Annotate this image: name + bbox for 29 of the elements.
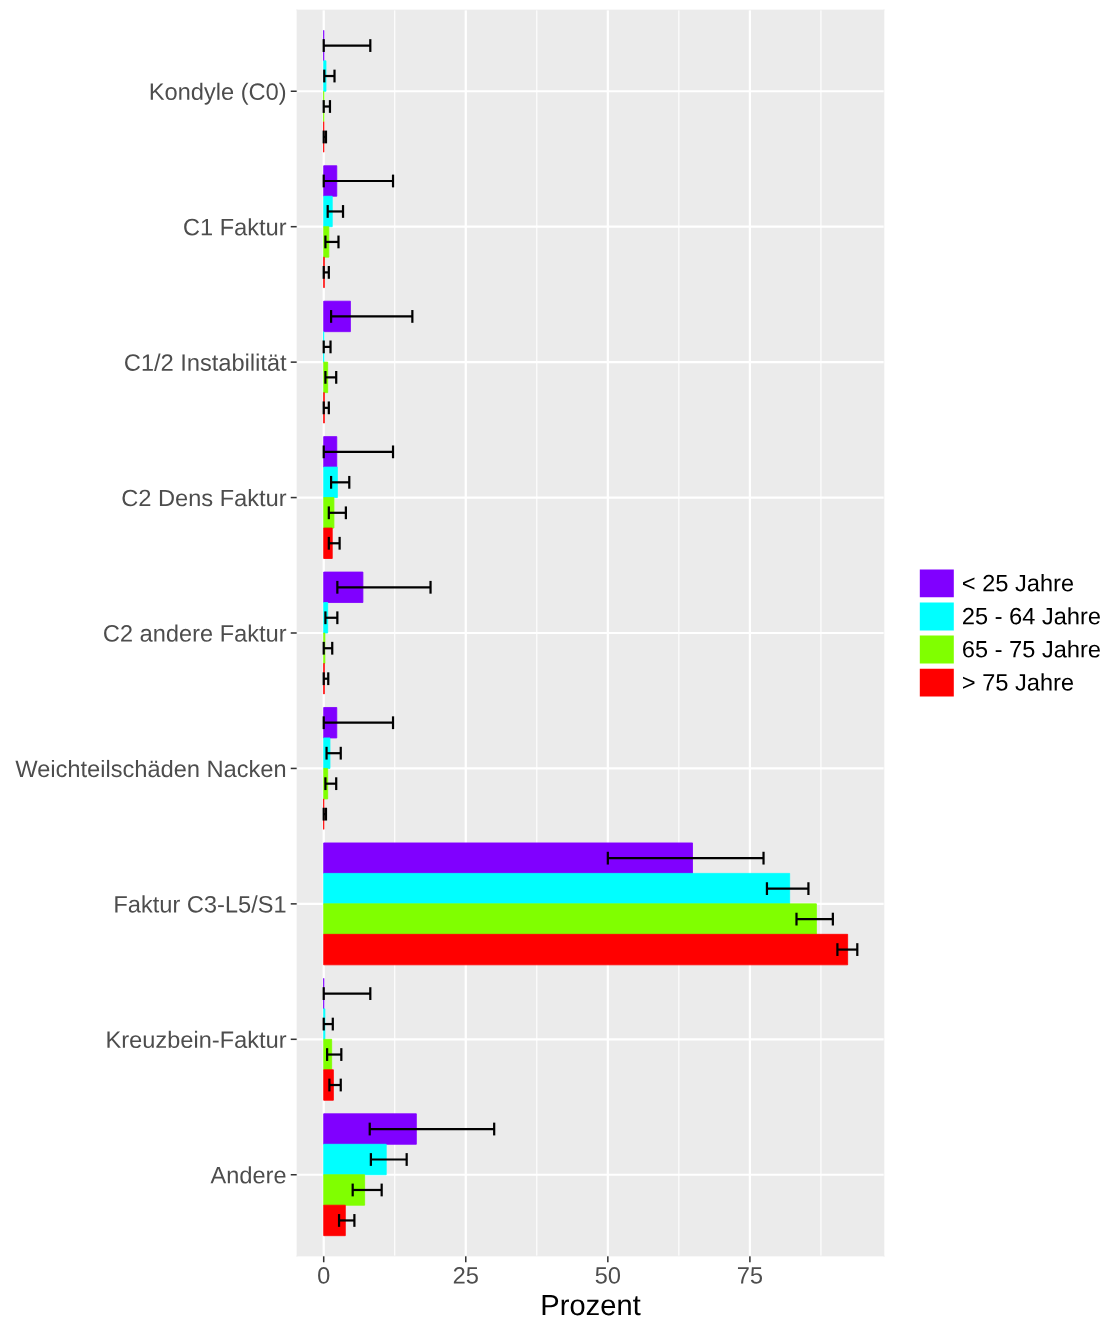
legend-label: < 25 Jahre — [963, 574, 1074, 592]
bar — [323, 571, 364, 603]
bar — [323, 1113, 417, 1145]
legend-label: > 75 Jahre — [963, 673, 1074, 691]
y-tick-label: C2 andere Faktur — [104, 624, 287, 642]
y-tick-label: Kondyle (C0) — [150, 82, 286, 105]
bar — [323, 1174, 366, 1206]
bar — [323, 1143, 387, 1176]
bar — [323, 497, 335, 529]
y-tick-label: Kreuzbein-Faktur — [107, 1030, 287, 1049]
y-tick-label: C1/2 Instabilität — [125, 353, 287, 371]
x-tick-label: 25 — [453, 1267, 478, 1284]
x-axis-title: Prozent — [542, 1295, 641, 1316]
y-tick-label: Andere — [210, 1166, 286, 1184]
bar — [323, 300, 351, 333]
y-tick-label: C1 Faktur — [184, 218, 287, 236]
bar — [323, 903, 817, 935]
y-tick-label: Faktur C3-L5/S1 — [115, 895, 286, 913]
bar — [323, 1204, 346, 1237]
x-tick-label: 75 — [737, 1267, 763, 1284]
y-tick-label: Weichteilschäden Nacken — [15, 759, 286, 778]
x-tick-label: 50 — [595, 1267, 621, 1284]
y-tick-label: C2 Dens Faktur — [122, 489, 287, 507]
legend-label: 25 - 64 Jahre — [963, 607, 1100, 625]
bar — [323, 872, 791, 905]
bar — [323, 842, 693, 874]
x-tick-label: 0 — [318, 1267, 330, 1284]
bar — [323, 933, 849, 966]
legend-label: 65 - 75 Jahre — [963, 640, 1100, 658]
